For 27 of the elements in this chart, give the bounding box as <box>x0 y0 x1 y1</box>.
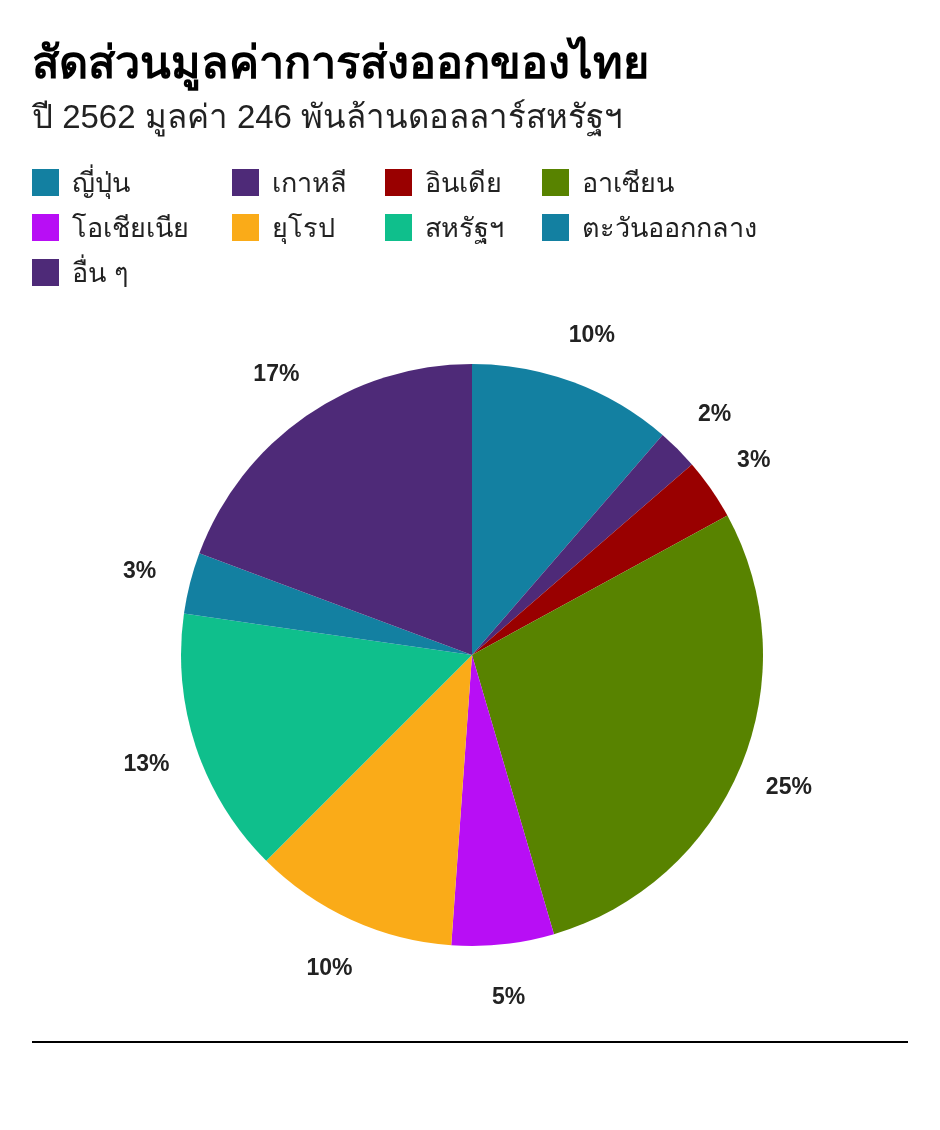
legend-label: เกาหลี <box>272 168 347 198</box>
pie-slice <box>472 515 763 935</box>
data-label: 25% <box>765 773 812 800</box>
pie-slice <box>451 655 554 946</box>
chart-subtitle: ปี 2562 มูลค่า 246 พันล้านดอลลาร์สหรัฐฯ <box>31 98 624 137</box>
legend-label: อื่น ๆ <box>72 254 129 288</box>
data-label: 13% <box>123 750 170 777</box>
legend-label: ญี่ปุ่น <box>72 164 130 200</box>
chart-title: สัดส่วนมูลค่าการส่งออกของไทย <box>32 36 649 91</box>
legend-label: สหรัฐฯ <box>425 213 504 244</box>
data-label: 5% <box>492 983 526 1010</box>
pie-slice <box>472 364 663 655</box>
legend-label: ยุโรป <box>272 213 335 245</box>
pie-slice <box>181 613 472 861</box>
data-label: 10% <box>568 320 615 347</box>
pie-slice <box>472 464 728 655</box>
pie-slice <box>183 553 472 655</box>
legend-label: อาเซียน <box>582 168 674 198</box>
legend-label: อินเดีย <box>425 168 502 198</box>
data-label: 3% <box>737 446 771 473</box>
data-label: 3% <box>123 557 157 584</box>
pie-slice <box>266 655 472 946</box>
data-label: 2% <box>697 399 732 426</box>
legend-label: ตะวันออกกลาง <box>582 213 757 243</box>
data-label: 10% <box>306 954 353 981</box>
legend-label: โอเชียเนีย <box>72 213 189 243</box>
data-label: 17% <box>253 360 300 387</box>
